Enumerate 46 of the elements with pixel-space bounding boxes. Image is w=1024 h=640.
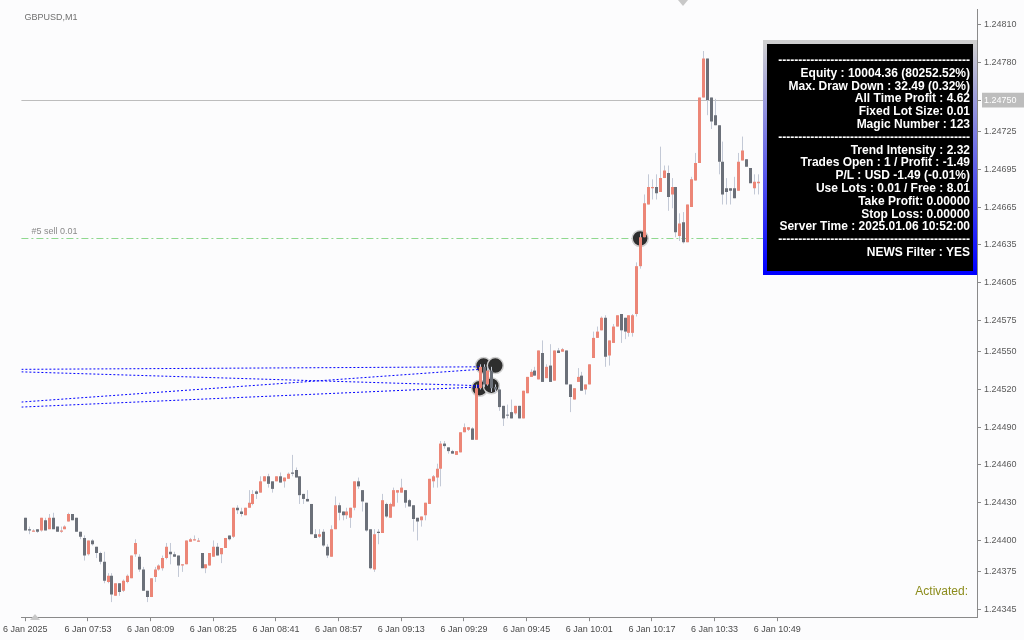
annotation: Server Time : 2025.01.06 10:52:00 [778,219,970,234]
y-tick-label: 1.24490 [984,421,1017,432]
y-tick-label: 1.24375 [984,566,1017,577]
x-tick-label: 6 Jan 2025 [3,624,48,635]
annotation: ------------------------------------------------ [777,53,970,67]
y-tick-label: 1.24725 [984,126,1017,137]
annotation: Activated: [915,584,968,598]
x-tick-label: 6 Jan 07:53 [64,624,112,635]
y-tick-label: 1.24400 [984,534,1017,545]
annotation: Trades Open : 1 / Profit : -1.49 [799,155,970,170]
y-tick-label: 1.24665 [984,201,1017,212]
x-tick-label: 6 Jan 10:33 [691,624,739,635]
annotation: ------------------------------------------------ [777,232,970,247]
annotation: Equity : 10004.36 (80252.52%) [799,65,970,80]
x-tick-label: 6 Jan 08:41 [252,624,300,635]
y-tick-label: 1.24345 [984,604,1017,615]
x-tick-label: 6 Jan 08:25 [189,624,237,635]
y-tick-label: 1.24750 [984,94,1017,105]
y-tick-label: 1.24430 [984,497,1017,508]
y-tick-label: 1.24460 [984,459,1017,470]
y-tick-label: 1.24635 [984,239,1017,250]
annotation: P/L : USD -1.49 (-0.01%) [834,168,970,183]
annotation: All Time Profit : 4.62 [853,91,970,106]
x-tick-label: 6 Jan 09:13 [377,624,425,635]
x-tick-label: 6 Jan 09:29 [440,624,488,635]
y-tick-label: 1.24575 [984,314,1017,325]
x-tick-label: 6 Jan 08:09 [127,624,175,635]
y-tick-label: 1.24605 [984,277,1017,288]
x-tick-label: 6 Jan 10:01 [565,624,613,635]
x-tick-label: 6 Jan 08:57 [315,624,363,635]
annotation: Take Profit: 0.00000 [857,193,970,208]
x-tick-label: 6 Jan 09:45 [503,624,551,635]
annotation: Trend Intensity : 2.32 [850,142,970,157]
ref-line-label: #5 sell 0.01 [31,226,78,237]
y-tick-label: 1.24780 [984,56,1017,67]
x-tick-label: 6 Jan 10:49 [753,624,801,635]
y-tick-label: 1.24810 [984,19,1017,30]
chart-title: GBPUSD,M1 [24,12,78,23]
annotation: Stop Loss: 0.00000 [860,206,970,221]
y-tick-label: 1.24695 [984,163,1017,174]
y-tick-label: 1.24520 [984,383,1017,394]
y-tick-label: 1.24550 [984,346,1017,357]
annotation: NEWS Filter : YES [865,244,970,259]
annotation: Magic Number : 123 [855,116,970,131]
x-tick-label: 6 Jan 10:17 [628,624,676,635]
annotation: Fixed Lot Size: 0.01 [857,104,970,119]
